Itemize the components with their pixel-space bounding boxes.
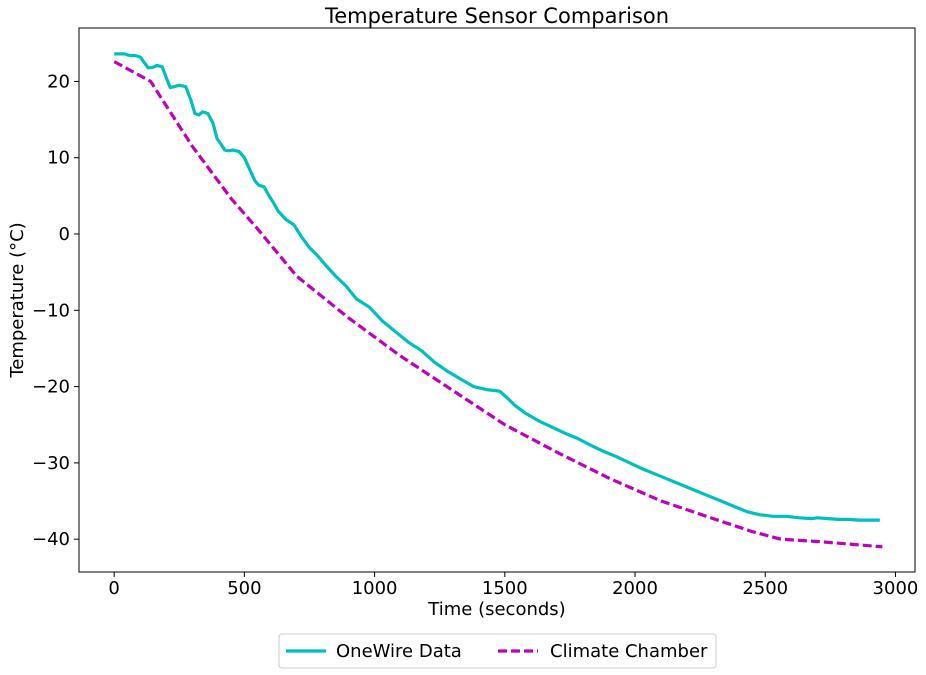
x-tick-label: 500 xyxy=(227,578,261,599)
y-tick-label: −40 xyxy=(32,529,70,550)
x-axis-title: Time (seconds) xyxy=(427,599,565,620)
x-tick-label: 0 xyxy=(108,578,119,599)
y-tick-label: 0 xyxy=(59,224,70,245)
legend-box xyxy=(278,633,717,669)
y-tick-label: −20 xyxy=(32,377,70,398)
x-tick-label: 1500 xyxy=(482,578,528,599)
y-tick-label: −30 xyxy=(32,453,70,474)
legend-label-climate-chamber: Climate Chamber xyxy=(550,641,708,662)
y-tick-label: −10 xyxy=(32,300,70,321)
y-axis-ticks: 20 10 0 −10 −20 −30 −40 xyxy=(32,71,79,550)
x-tick-label: 2500 xyxy=(742,578,788,599)
x-axis-ticks: 0 500 1000 1500 2000 2500 3000 xyxy=(108,572,918,599)
series-layer xyxy=(113,52,883,549)
legend: OneWire Data Climate Chamber xyxy=(278,633,717,669)
x-tick-label: 3000 xyxy=(873,578,919,599)
chart-title: Temperature Sensor Comparison xyxy=(324,4,669,28)
y-tick-label: 10 xyxy=(47,148,70,169)
y-axis-title: Temperature (°C) xyxy=(7,222,28,378)
x-tick-label: 2000 xyxy=(612,578,658,599)
series-line-climate-chamber xyxy=(113,60,883,549)
x-tick-label: 1000 xyxy=(352,578,398,599)
plot-frame xyxy=(78,27,916,573)
series-line-onewire-data xyxy=(114,52,880,522)
y-tick-label: 20 xyxy=(47,71,70,92)
legend-label-onewire: OneWire Data xyxy=(336,641,462,662)
